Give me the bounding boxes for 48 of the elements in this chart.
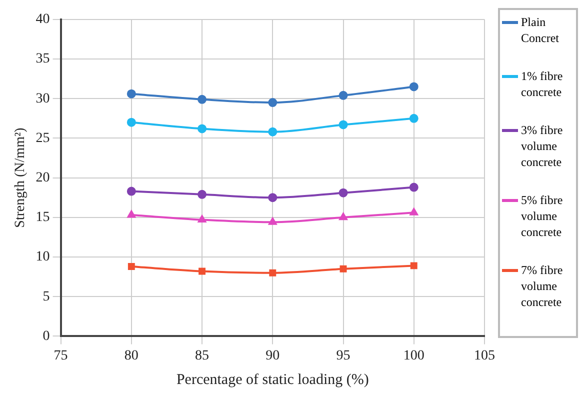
point [409,114,418,123]
x-tick-label: 85 [195,348,210,364]
x-tick-label: 95 [336,348,350,364]
x-tick-label: 100 [403,348,424,364]
y-tick-label: 5 [42,289,50,304]
point [340,265,347,272]
y-tick-label: 20 [36,170,50,186]
point [198,124,207,134]
point [339,212,348,220]
y-tick-label: 40 [36,12,50,28]
point [126,118,136,127]
legend-label: 3% fibre volume concrete [521,122,564,170]
point [410,262,418,270]
point [198,268,206,275]
point [338,90,348,100]
legend-label: 5% fibre volume concrete [521,192,564,240]
point [269,269,276,276]
y-tick-label: 10 [36,250,50,265]
legend-label: 1% fibre concrete [521,68,564,100]
x-tick-label: 105 [474,348,495,364]
point [268,98,278,108]
y-tick-label: 15 [36,210,50,226]
point [409,182,418,192]
point [126,89,136,98]
point [410,208,418,216]
point [198,94,207,104]
point [127,210,136,218]
point [268,127,278,136]
point [338,120,348,130]
point [268,218,277,225]
y-tick-label: 25 [36,130,50,146]
point [128,263,135,270]
x-axis-title: Percentage of static loading (%) [176,372,369,388]
point [198,190,207,199]
point [198,215,206,223]
y-tick-label: 0 [42,328,50,344]
y-axis-title: Strength (N/mm²) [13,127,28,228]
legend-label: 7% fibre volume concrete [521,262,564,310]
x-tick-label: 80 [124,348,138,364]
legend-label: Plain Concret [521,14,560,46]
point [338,188,348,198]
point [126,186,136,196]
point [268,193,278,202]
point [409,82,418,92]
y-tick-label: 35 [36,52,50,67]
y-tick-label: 30 [36,91,50,106]
x-tick-label: 75 [54,348,68,364]
x-tick-label: 90 [266,348,280,364]
